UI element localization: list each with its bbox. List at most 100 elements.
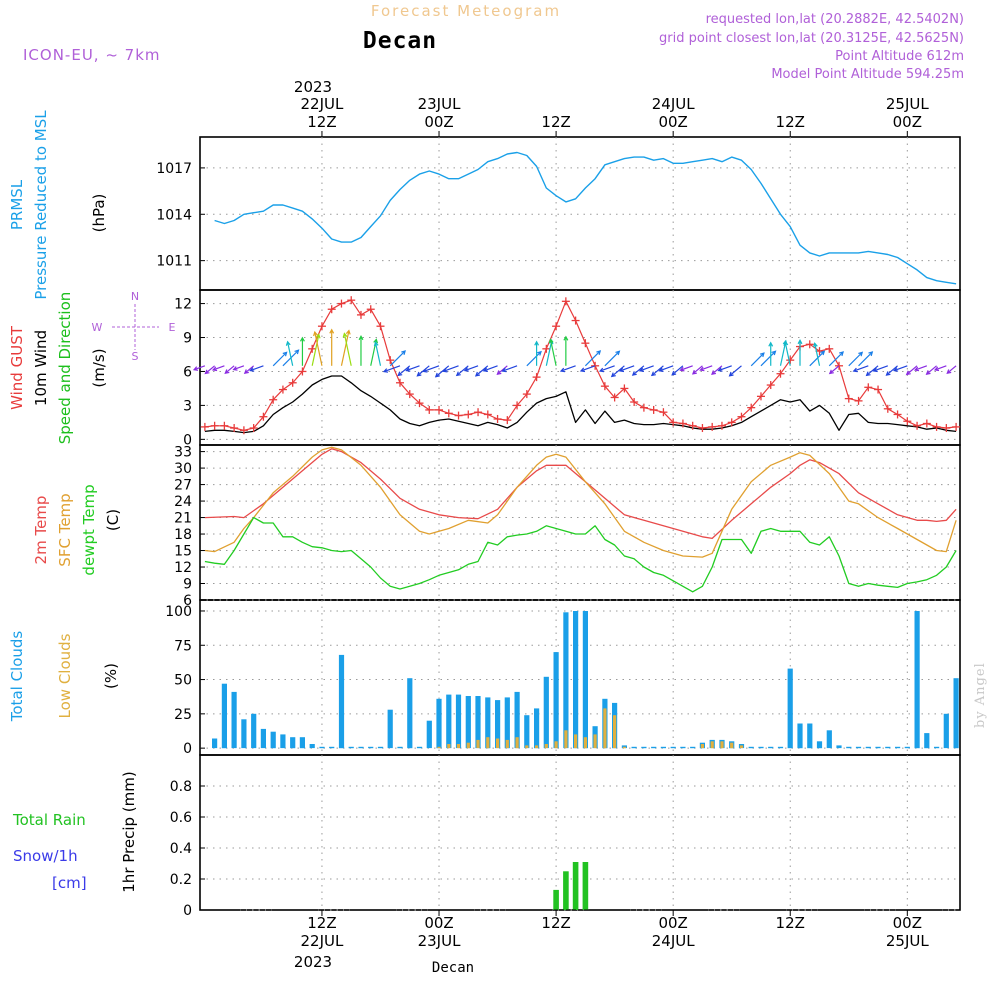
wind-arrow-shaft [496, 365, 508, 375]
gust-marker [825, 344, 834, 353]
y-tick-label: 0 [183, 741, 192, 757]
low-cloud-bar [564, 730, 568, 749]
wind-arrow [828, 351, 844, 367]
wind-arrow-shaft [680, 365, 693, 371]
gust-marker [737, 412, 746, 421]
label-pressure-msl: Pressure Reduced to MSL [32, 110, 50, 300]
gust-marker [698, 424, 707, 433]
gust-marker [610, 393, 619, 402]
gust-marker [669, 418, 678, 427]
wind-arrow-head [282, 351, 288, 357]
time-label-bottom: 00Z [658, 914, 687, 932]
wind-arrow-shaft [711, 365, 723, 375]
compass-e: E [169, 321, 176, 334]
wind-arrow [442, 365, 459, 373]
wind-arrow [405, 365, 420, 372]
y-tick-label: 0.2 [170, 872, 192, 888]
gust-marker [386, 356, 395, 365]
wind-arrow [272, 351, 288, 367]
wind-arrow [211, 365, 225, 372]
wind-arrow-head [813, 342, 818, 348]
wind-arrow-shaft [750, 352, 765, 367]
wind-arrow-head [313, 330, 318, 337]
wind-arrow-head [401, 350, 406, 355]
wind-arrow [658, 365, 674, 372]
wind-arrow-head [358, 335, 364, 341]
low-cloud-bar [544, 744, 548, 749]
total-cloud-bar [455, 694, 462, 749]
total-cloud-bar [573, 611, 579, 749]
total-cloud-bar [690, 746, 696, 749]
gust-marker [678, 419, 687, 428]
wind-arrow [933, 365, 947, 372]
wind-arrow [563, 335, 569, 366]
low-cloud-bar [739, 745, 744, 749]
low-cloud-bar [710, 741, 714, 749]
y-tick-label: 6 [183, 364, 192, 380]
gust-marker [288, 378, 297, 387]
low-cloud-bar [496, 738, 500, 749]
wind-arrow-shaft [858, 351, 873, 367]
low-cloud-bar [554, 741, 558, 749]
wind-arrow-head [405, 367, 411, 372]
wind-arrow-shaft [502, 365, 518, 372]
wind-arrow-shaft [853, 365, 869, 372]
wind-arrow-head [192, 366, 199, 371]
label-prmsl: PRMSL [8, 179, 26, 230]
total-cloud-bar [397, 746, 403, 749]
total-cloud-bar [563, 612, 569, 749]
wind-arrow-head [783, 340, 789, 346]
time-label-bottom: 22JUL [301, 932, 344, 950]
wind-arrow-head [474, 371, 481, 377]
wind-arrow-shaft [423, 365, 440, 373]
wind-arrow-shaft [212, 365, 225, 371]
wind-arrow [691, 365, 703, 375]
total-cloud-bar [553, 652, 559, 749]
rain-bar [563, 871, 569, 911]
wind-arrow-shaft [443, 365, 459, 372]
wind-arrow-head [828, 369, 834, 375]
total-cloud-bar [416, 746, 423, 749]
wind-arrow [340, 329, 351, 366]
total-cloud-bar [787, 668, 793, 749]
total-cloud-bar [748, 746, 754, 749]
temp-sfc-line [204, 446, 957, 558]
wind-arrow [728, 365, 742, 377]
wind-arrow [482, 365, 498, 372]
gust-marker [376, 322, 385, 331]
total-cloud-bar [309, 744, 315, 749]
total-cloud-bar [777, 746, 784, 749]
total-cloud-bar [251, 713, 257, 749]
total-cloud-bar [943, 713, 949, 749]
wind-arrow-shaft [760, 350, 776, 367]
wind-arrow-head [596, 350, 602, 355]
wind-arrow-shaft [814, 343, 821, 366]
gust-marker [493, 414, 502, 423]
wind-arrow-shaft [692, 365, 703, 375]
model-altitude: Model Point Altitude 594.25m [771, 67, 964, 82]
gust-marker [366, 305, 375, 314]
wind-arrow-head [728, 371, 734, 377]
footer-location: Decan [432, 960, 474, 976]
y-tick-label: 25 [174, 707, 192, 723]
gust-marker [337, 299, 346, 308]
y-tick-label: 24 [174, 494, 192, 510]
wind-arrow [893, 365, 908, 372]
time-label-top: 22JUL [301, 95, 344, 113]
wind-arrow [204, 365, 216, 375]
wind-arrow-shaft [784, 341, 791, 366]
wind-arrow-head [204, 369, 210, 375]
wind-arrow [559, 365, 576, 373]
total-cloud-bar [504, 697, 510, 749]
wind-arrow-shaft [580, 365, 596, 372]
total-cloud-bar [329, 746, 335, 749]
compass-n: N [131, 290, 139, 303]
wind-arrow-head [615, 350, 621, 356]
low-cloud-bar [535, 745, 539, 749]
total-cloud-bar [495, 700, 501, 749]
wind-arrow-head [211, 366, 218, 372]
y-tick-label: 27 [174, 478, 192, 494]
wind-arrow [717, 365, 732, 372]
wind-arrow-head [285, 340, 291, 346]
total-cloud-bar [358, 746, 364, 749]
